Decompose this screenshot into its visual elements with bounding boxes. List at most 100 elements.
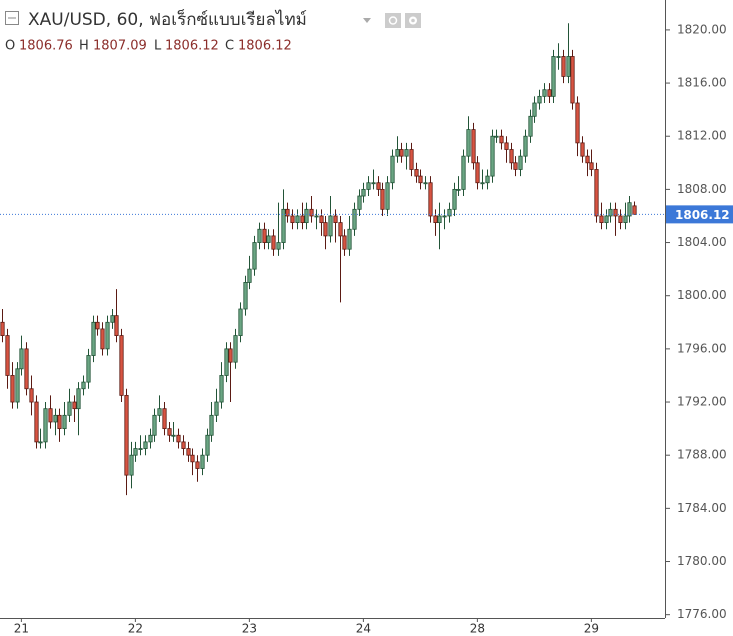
candle-body (119, 335, 124, 396)
candle-body (309, 208, 314, 217)
candle-body (475, 162, 480, 184)
y-tick-label: 1788.00 (677, 448, 727, 462)
candle-body (29, 388, 34, 403)
candle-body (300, 215, 305, 224)
candle-body (181, 441, 186, 449)
candle-body (133, 448, 138, 456)
candle-body (53, 414, 58, 423)
candle-body (43, 408, 48, 443)
candle-body (219, 375, 224, 403)
candle-body (262, 228, 267, 243)
ohlc-value: 1806.12 (238, 39, 292, 54)
candle-body (594, 169, 599, 217)
ohlc-value: 1806.76 (19, 39, 73, 54)
candle-body (205, 434, 210, 456)
candle-body (390, 155, 395, 184)
candle-body (566, 56, 571, 77)
candle-body (91, 321, 96, 356)
candle-body (509, 149, 514, 164)
candle-body (100, 328, 105, 350)
x-tick-label: 21 (14, 622, 29, 636)
candle-body (361, 188, 366, 197)
candle-body (171, 434, 176, 437)
y-tick-label: 1804.00 (677, 235, 727, 249)
candle-body (589, 162, 594, 170)
candle-body (537, 95, 542, 104)
candle-body (580, 142, 585, 157)
x-tick-label: 23 (242, 622, 257, 636)
candle-body (518, 155, 523, 170)
candle-body (570, 56, 575, 104)
candle-body (67, 401, 72, 416)
candle-body (10, 375, 15, 403)
ohlc-label: C (225, 39, 234, 54)
candle-body (632, 205, 637, 215)
candle-body (385, 182, 390, 210)
candle-body (195, 461, 200, 469)
candle-body (613, 208, 618, 217)
x-tick-label: 22 (128, 622, 143, 636)
candle-body (157, 408, 162, 416)
candle-body (428, 182, 433, 217)
candle-body (437, 215, 442, 224)
candle-body (290, 215, 295, 224)
candle-body (62, 414, 67, 430)
candle-body (404, 149, 409, 157)
candle-body (471, 129, 476, 164)
candle-body (152, 414, 157, 436)
candle-body (105, 321, 110, 350)
ohlc-value: 1806.12 (165, 39, 219, 54)
candle-body (409, 149, 414, 170)
candle-body (323, 222, 328, 237)
plot (0, 23, 665, 496)
candle-body (228, 348, 233, 363)
candle-body (176, 434, 181, 443)
candle-body (57, 414, 62, 430)
candle-body (257, 228, 262, 243)
candle-body (233, 335, 238, 363)
ohlc-label: O (5, 39, 15, 54)
candle-body (352, 208, 357, 230)
candle-body (319, 215, 324, 224)
candle-body (627, 202, 632, 217)
candle-body (76, 388, 81, 410)
y-tick-label: 1812.00 (677, 129, 727, 143)
candle-body (24, 348, 29, 390)
candle-body (357, 195, 362, 210)
candle-body (167, 428, 172, 436)
candle-body (585, 155, 590, 164)
candle-body (466, 129, 471, 157)
chart-title: XAU/USD, 60, ฟอเร็กซ์แบบเรียลไทม์ (28, 8, 307, 30)
candle-body (347, 228, 352, 250)
candle-body (528, 115, 533, 137)
collapse-icon[interactable] (5, 11, 19, 25)
y-tick-label: 1780.00 (677, 554, 727, 568)
candle-body (442, 215, 447, 218)
last-price-box (666, 205, 733, 224)
candle-body (5, 335, 10, 376)
candle-body (95, 321, 100, 330)
candle-body (186, 448, 191, 456)
candle-body (48, 408, 53, 423)
candle-body (86, 355, 91, 383)
candle-body (575, 102, 580, 144)
candle-body (532, 102, 537, 117)
candle-body (333, 215, 338, 224)
candle-body (238, 308, 243, 336)
candle-body (380, 188, 385, 210)
y-tick-label: 1816.00 (677, 76, 727, 90)
candle-body (452, 188, 457, 210)
dropdown-arrow[interactable] (363, 18, 371, 23)
last-price-label: 1806.12 (675, 208, 730, 222)
candle-body (276, 242, 281, 250)
candle-body (523, 135, 528, 157)
y-tick-label: 1796.00 (677, 341, 727, 355)
candle-body (542, 89, 547, 97)
candle-body (81, 381, 86, 390)
candle-body (561, 56, 566, 77)
ohlc-label: L (154, 39, 162, 54)
candle-body (423, 182, 428, 185)
settings-icon[interactable] (385, 13, 401, 28)
